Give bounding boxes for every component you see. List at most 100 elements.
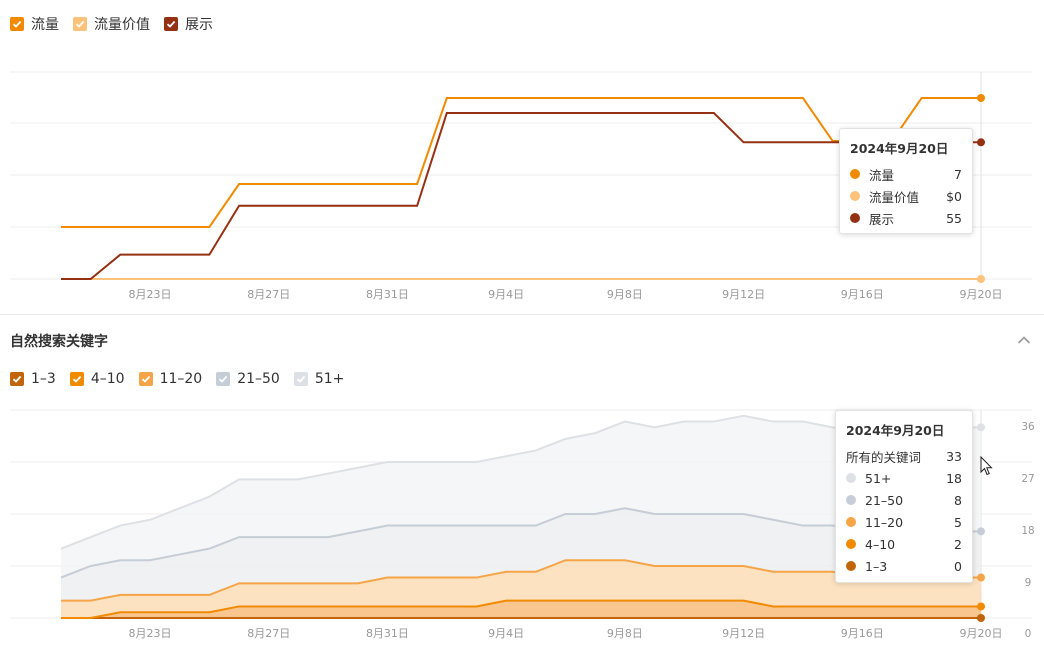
series-area	[61, 508, 981, 601]
top-legend: 流量 流量价值 展示	[10, 14, 227, 34]
traffic-tooltip: 2024年9月20日 流量 7 流量价值 $0 展示 55	[839, 128, 973, 234]
legend-item-impressions[interactable]: 展示	[164, 14, 213, 34]
tooltip-row-label: 4–10	[865, 536, 896, 552]
legend-item-pos-4-10[interactable]: 4–10	[69, 371, 125, 387]
x-tick-label: 9月20日	[960, 627, 1003, 640]
checkbox-checked-icon[interactable]	[10, 372, 24, 386]
tooltip-row: 11–20 5	[846, 511, 962, 533]
series-line	[61, 599, 981, 619]
legend-label: 流量	[31, 17, 59, 33]
tooltip-row-label: 流量	[869, 167, 895, 183]
series-line	[61, 559, 981, 602]
keywords-legend: 1–3 4–10 11–20 21–50 51+	[10, 371, 358, 387]
legend-label: 流量价值	[94, 17, 150, 33]
mouse-pointer-icon	[980, 456, 993, 476]
series-point	[977, 94, 985, 102]
checkbox-checked-icon[interactable]	[10, 17, 24, 31]
legend-item-pos-11-20[interactable]: 11–20	[138, 371, 202, 387]
checkbox-checked-icon[interactable]	[138, 372, 153, 386]
tooltip-row-value: 8	[954, 492, 962, 508]
legend-item-pos-51-plus[interactable]: 51+	[293, 371, 345, 387]
tooltip-row: 展示 55	[850, 207, 962, 229]
section-divider	[0, 314, 1044, 315]
tooltip-row-label: 21–50	[865, 492, 904, 508]
series-point	[977, 527, 985, 536]
tooltip-row-value: 2	[954, 536, 962, 552]
legend-item-traffic[interactable]: 流量	[10, 14, 59, 34]
x-tick-label: 9月16日	[841, 288, 884, 301]
tooltip-total-value: 33	[946, 448, 962, 464]
x-tick-label: 9月20日	[960, 288, 1003, 301]
tooltip-row-value: 0	[954, 558, 962, 574]
legend-label: 51+	[314, 371, 345, 387]
legend-item-traffic-value[interactable]: 流量价值	[73, 14, 150, 34]
series-point	[977, 275, 985, 283]
x-tick-label: 9月16日	[841, 627, 884, 640]
y-tick-label: 36	[1021, 421, 1035, 433]
legend-label: 展示	[185, 17, 213, 33]
series-dot	[846, 473, 856, 483]
series-dot	[846, 495, 856, 505]
series-line	[61, 97, 981, 228]
tooltip-row-value: $0	[946, 188, 962, 204]
tooltip-row: 21–50 8	[846, 489, 962, 511]
tooltip-total-row: 所有的关键词 33	[846, 445, 962, 467]
series-area	[61, 560, 981, 618]
series-dot	[850, 191, 860, 201]
x-tick-label: 8月27日	[247, 627, 290, 640]
series-point	[977, 138, 985, 147]
tooltip-row-value: 5	[954, 514, 962, 530]
legend-label: 21–50	[237, 371, 280, 387]
section-title: 自然搜索关键字	[10, 334, 108, 350]
series-point	[977, 614, 985, 622]
x-tick-label: 9月8日	[607, 627, 643, 640]
x-tick-label: 8月23日	[129, 627, 172, 640]
x-tick-label: 9月12日	[722, 288, 765, 301]
series-area	[61, 600, 981, 618]
series-point	[977, 602, 985, 611]
tooltip-row-label: 11–20	[865, 514, 904, 530]
series-line	[61, 112, 981, 280]
series-dot	[846, 517, 856, 527]
x-tick-label: 9月4日	[488, 627, 524, 640]
legend-label: 1–3	[31, 371, 56, 387]
checkbox-checked-icon[interactable]	[216, 372, 231, 386]
collapse-button[interactable]	[1015, 331, 1033, 349]
tooltip-row: 流量 7	[850, 163, 962, 185]
series-dot	[846, 539, 856, 549]
series-dot	[850, 169, 860, 179]
x-tick-label: 9月8日	[607, 288, 643, 301]
y-tick-label: 0	[1025, 628, 1032, 640]
tooltip-row-value: 18	[946, 470, 962, 486]
checkbox-checked-icon[interactable]	[293, 372, 308, 386]
tooltip-row-value: 7	[954, 166, 962, 182]
keywords-tooltip: 2024年9月20日 所有的关键词 33 51+ 18 21–50 8 11–20 5 …	[835, 410, 973, 583]
tooltip-row-value: 55	[946, 210, 962, 226]
checkbox-checked-icon[interactable]	[73, 17, 87, 31]
tooltip-row: 1–3 0	[846, 555, 962, 577]
tooltip-row: 51+ 18	[846, 467, 962, 489]
tooltip-row-label: 51+	[865, 470, 892, 486]
series-line	[60, 414, 981, 550]
tooltip-row: 4–10 2	[846, 533, 962, 555]
tooltip-row-label: 展示	[869, 211, 895, 227]
y-tick-label: 18	[1021, 525, 1034, 537]
y-tick-label: 27	[1021, 473, 1034, 485]
legend-item-pos-21-50[interactable]: 21–50	[216, 371, 280, 387]
series-line	[60, 507, 981, 579]
tooltip-total-label: 所有的关键词	[846, 449, 922, 465]
tooltip-row: 流量价值 $0	[850, 185, 962, 207]
series-dot	[850, 213, 860, 223]
tooltip-date: 2024年9月20日	[850, 141, 949, 156]
legend-item-pos-1-3[interactable]: 1–3	[10, 371, 56, 387]
x-tick-label: 8月23日	[129, 288, 172, 301]
checkbox-checked-icon[interactable]	[164, 17, 178, 31]
tooltip-row-label: 1–3	[865, 558, 888, 574]
x-tick-label: 8月31日	[366, 288, 409, 301]
series-dot	[846, 561, 856, 571]
checkbox-checked-icon[interactable]	[69, 372, 84, 386]
x-tick-label: 9月12日	[722, 627, 765, 640]
tooltip-date: 2024年9月20日	[846, 423, 945, 438]
legend-label: 4–10	[90, 371, 125, 387]
